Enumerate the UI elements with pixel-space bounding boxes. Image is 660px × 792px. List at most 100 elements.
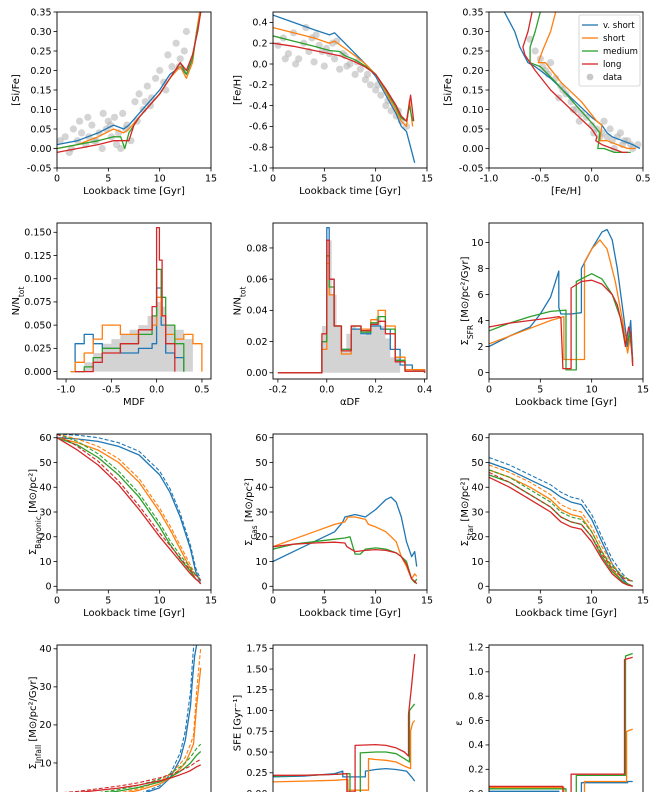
y-tick-label: -0.05 (27, 163, 52, 174)
x-tick-label: 0.5 (635, 174, 650, 185)
plot-area (57, 12, 202, 156)
y-axis-label: N/Ntot (233, 287, 248, 316)
data-point (164, 51, 172, 59)
panel-p11: 0510150.000.250.500.751.001.251.501.75Lo… (233, 644, 428, 792)
legend-label: medium (603, 47, 638, 57)
x-tick-label: -1.0 (480, 174, 499, 185)
legend-label: long (603, 60, 621, 70)
data-point (356, 65, 364, 73)
data-point (119, 109, 127, 117)
series-dashed-long (63, 758, 201, 792)
x-tick-label: 10 (586, 385, 598, 396)
y-tick-label: 0 (45, 582, 51, 593)
series-line-long (75, 226, 176, 373)
data-point (292, 60, 300, 68)
y-tick-label: 20 (39, 532, 51, 543)
axes-frame (488, 222, 644, 380)
series-dashed-medium (99, 743, 202, 792)
data-point (274, 41, 282, 49)
data-point (172, 39, 180, 47)
series-line-vshort (273, 767, 416, 782)
y-tick-label: 30 (39, 507, 51, 518)
data-point (295, 55, 303, 63)
y-tick-label: 40 (471, 483, 483, 494)
series-line-short (273, 720, 416, 791)
plot-area (273, 14, 416, 163)
series-line-vshort (503, 12, 641, 150)
axes-frame (272, 644, 428, 792)
data-point (69, 125, 77, 133)
axes-frame (56, 644, 212, 792)
plot-area (63, 645, 202, 792)
y-tick-label: 0.25 (246, 768, 267, 779)
y-tick-label: 60 (471, 433, 483, 444)
y-tick-label: 50 (255, 458, 267, 469)
series-line-long (76, 764, 201, 792)
series-line-long (57, 437, 202, 585)
y-tick-label: 0.000 (24, 367, 51, 378)
x-tick-label: 5 (321, 174, 327, 185)
data-point (147, 94, 156, 102)
y-tick-label: 0.35 (462, 7, 483, 18)
y-tick-label: -0.6 (249, 122, 268, 133)
y-tick-label: 1.00 (246, 706, 267, 717)
panel-p3: -1.0 -0.5 0.0 0.5 -0.05 0.00 0.05 0.10 0.15 0.20 0… (443, 7, 651, 197)
y-axis-label: ε (454, 720, 465, 725)
panel-p5: -0.2 0.0 0.2 0.4 0.00 0.02 0.04 0.06 0.08 αDF N/Nt… (233, 222, 432, 408)
data-point (143, 82, 151, 90)
x-tick-label: 10 (586, 596, 598, 607)
y-tick-label: 0.06 (246, 274, 267, 285)
data-point (76, 117, 84, 125)
data-point (122, 125, 130, 133)
data-point (88, 121, 96, 129)
y-tick-label: 0.05 (30, 124, 51, 135)
x-tick-label: 0 (270, 596, 276, 607)
series-line-long (522, 12, 628, 154)
x-tick-label: 0.5 (194, 385, 209, 396)
y-axis-label: [Fe/H] (233, 75, 244, 105)
y-tick-label: 0.08 (246, 243, 267, 254)
data-point (99, 109, 107, 117)
y-tick-label: 10 (39, 758, 51, 769)
data-point (600, 117, 608, 125)
series-line-long (273, 654, 416, 792)
y-tick-label: 0.4 (252, 18, 267, 29)
panel-p7: 0 5 10 15 0 10 20 30 40 50 60 Lookback time [Gyr] ΣB… (28, 433, 217, 619)
x-axis-label: Lookback time [Gyr] (299, 186, 401, 197)
series-line-long (277, 239, 426, 374)
y-tick-label: 10 (471, 238, 483, 249)
y-axis-label: SFE [Gyr⁻¹] (233, 695, 244, 752)
plot-area (273, 496, 418, 585)
y-tick-label: 0.02 (246, 337, 267, 348)
x-tick-label: 15 (637, 596, 649, 607)
y-tick-label: 0.00 (246, 368, 267, 379)
y-tick-label: 60 (255, 433, 267, 444)
series-line-long (489, 476, 633, 587)
data-point (377, 91, 385, 99)
x-tick-label: 0 (54, 174, 60, 185)
series-line-medium (489, 474, 633, 587)
y-tick-label: 0.2 (252, 39, 267, 50)
data-point (57, 137, 64, 145)
data-point (547, 59, 555, 67)
x-tick-label: 5 (537, 596, 543, 607)
x-tick-label: 0.4 (417, 385, 432, 396)
data-point (284, 50, 292, 58)
y-tick-label: 1.2 (468, 643, 483, 654)
y-tick-label: 0.35 (30, 7, 51, 18)
y-tick-label: 0.125 (24, 251, 51, 262)
x-tick-label: 0.0 (319, 385, 334, 396)
y-tick-label: 8 (477, 264, 483, 275)
data-point (351, 70, 359, 78)
x-tick-label: 15 (421, 174, 433, 185)
histogram-data (314, 240, 401, 373)
series-line-short (489, 239, 634, 367)
y-tick-label: 0.2 (468, 765, 483, 776)
x-tick-label: -0.5 (102, 385, 121, 396)
data-point (538, 63, 547, 71)
data-point (343, 62, 351, 70)
x-tick-label: 5 (537, 385, 543, 396)
y-tick-label: 1.75 (246, 644, 267, 655)
y-tick-label: 0.00 (462, 144, 483, 155)
